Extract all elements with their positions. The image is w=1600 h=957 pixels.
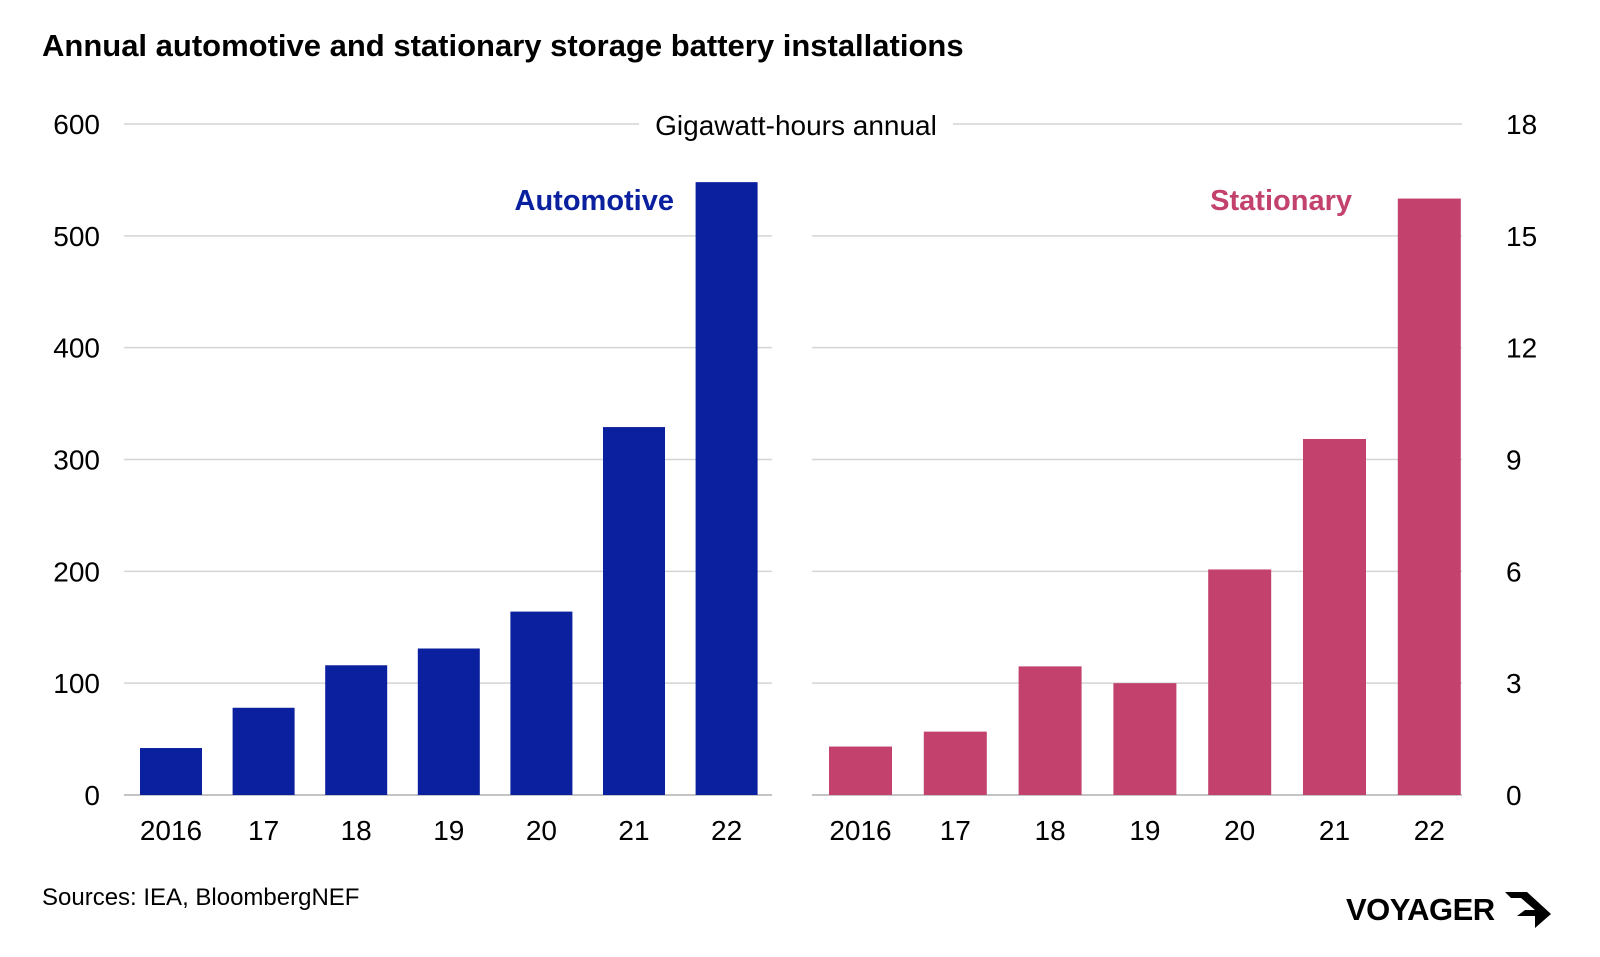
bars-automotive [140,182,758,796]
automotive-x-tick-label: 2016 [140,815,202,846]
stationary-x-tick-label: 21 [1319,815,1350,846]
unit-label: Gigawatt-hours annual [655,110,937,141]
automotive-bar [510,611,573,795]
y-axis-stationary: 0 3 6 9 12 15 18 [1506,109,1537,811]
chart-area: 0 100 200 300 400 500 600 0 3 6 9 12 15 18 2016 17 18 1… [53,108,1537,846]
automotive-bar [417,648,480,795]
stationary-x-tick-label: 20 [1224,815,1255,846]
automotive-x-tick-label: 18 [341,815,372,846]
chart-title: Annual automotive and stationary storage… [42,28,964,63]
bars-stationary [829,198,1461,796]
stationary-bar [1208,569,1272,795]
stationary-x-tick-label: 19 [1129,815,1160,846]
arrow-logo-icon [1504,892,1551,928]
stationary-bar [1113,683,1177,795]
stationary-bar [1018,666,1082,795]
series-label-stationary: Stationary [1210,185,1352,217]
automotive-bar [695,182,758,796]
stationary-x-tick-label: 2016 [829,815,891,846]
automotive-y-tick-label: 100 [53,668,100,699]
stationary-y-tick-label: 15 [1506,221,1537,252]
stationary-y-tick-label: 12 [1506,333,1537,364]
unit-label-background [639,108,953,143]
automotive-x-tick-label: 20 [526,815,557,846]
stationary-bar [1397,198,1461,796]
automotive-y-tick-label: 200 [53,556,100,587]
x-axis-automotive: 2016 17 18 19 20 21 22 [140,815,742,846]
series-label-automotive: Automotive [515,185,675,217]
automotive-bar [325,665,388,795]
automotive-y-tick-label: 300 [53,445,100,476]
stationary-x-tick-label: 22 [1414,815,1445,846]
stationary-y-tick-label: 18 [1506,109,1537,140]
automotive-bar [232,707,295,795]
brand-logo: VOYAGER [1346,884,1553,936]
stationary-y-tick-label: 6 [1506,556,1522,587]
stationary-x-tick-label: 17 [940,815,971,846]
automotive-bar [140,748,202,795]
stationary-x-tick-label: 18 [1035,815,1066,846]
stationary-y-tick-label: 9 [1506,445,1522,476]
automotive-x-tick-label: 22 [711,815,742,846]
automotive-y-tick-label: 500 [53,221,100,252]
stationary-bar [923,731,987,795]
stationary-bar [1303,438,1366,795]
automotive-x-tick-label: 21 [618,815,649,846]
stationary-y-tick-label: 0 [1506,780,1522,811]
automotive-bar [603,427,665,795]
brand-name: VOYAGER [1346,892,1495,927]
automotive-y-tick-label: 600 [53,109,100,140]
stationary-y-tick-label: 3 [1506,668,1522,699]
automotive-y-tick-label: 0 [84,780,100,811]
automotive-x-tick-label: 17 [248,815,279,846]
y-axis-automotive: 0 100 200 300 400 500 600 [53,109,100,811]
automotive-y-tick-label: 400 [53,333,100,364]
x-axis-stationary: 2016 17 18 19 20 21 22 [829,815,1445,846]
automotive-x-tick-label: 19 [433,815,464,846]
source-note: Sources: IEA, BloombergNEF [42,884,360,911]
stationary-bar [829,746,892,795]
